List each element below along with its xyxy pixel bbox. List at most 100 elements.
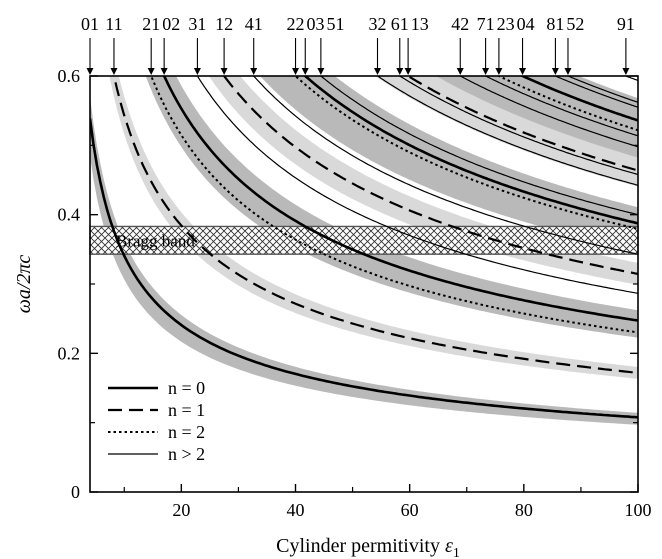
mode-label-23: 23 [495,14,515,75]
curve-71 [484,76,638,137]
y-tick-label: 0 [71,482,80,502]
x-tick-label: 60 [401,500,419,520]
band-04 [436,76,638,158]
curve-13 [405,76,638,172]
mode-label-text: 01 [81,14,99,34]
mode-label-12: 12 [215,14,233,75]
curves [90,76,638,419]
legend-entry: n = 1 [108,400,205,420]
curve-31 [196,76,638,294]
legend-label: n > 2 [168,444,205,464]
mode-label-text: 13 [411,14,429,34]
x-tick-label: 100 [625,500,652,520]
x-tick-label: 20 [172,500,190,520]
curve-01 [90,118,638,419]
mode-label-text: 02 [162,14,180,34]
curve-02 [162,76,638,322]
mode-label-text: 32 [369,14,387,34]
curve-61 [398,76,638,176]
mode-label-text: 11 [105,14,122,34]
x-axis-title-text: Cylinder permitivity [276,535,440,557]
mode-arrow-head [551,68,559,75]
mode-label-text: 42 [451,14,469,34]
mode-label-text: 31 [188,14,206,34]
mode-arrow-head [495,68,503,75]
mode-label-21: 21 [142,14,160,75]
curve-11 [112,76,638,374]
legend: n = 0n = 1n = 2n > 2 [108,378,205,464]
mode-arrow-head [519,68,527,75]
mode-label-22: 22 [287,14,305,75]
mode-label-51: 51 [317,14,345,75]
mode-label-text: 23 [497,14,515,34]
mode-label-91: 91 [617,14,635,75]
curve-32 [376,76,638,186]
x-tick-label: 40 [287,500,305,520]
mode-label-text: 12 [215,14,233,34]
mode-label-text: 71 [477,14,495,34]
mode-arrow-head [193,68,201,75]
curve-91 [624,76,638,81]
mode-label-03: 03 [301,14,325,75]
y-tick-label: 0.4 [58,205,81,225]
curve-12 [222,76,638,275]
legend-label: n = 2 [168,422,205,442]
mode-arrow-head [86,68,94,75]
mode-arrow-head [404,68,412,75]
legend-entry: n > 2 [108,444,205,464]
mode-label-11: 11 [105,14,123,75]
x-axis-title: Cylinder permitivity ε1 [276,535,460,559]
bragg-band-label-group: Bragg band [116,231,195,250]
mode-arrow-head [220,68,228,75]
y-tick-label: 0.2 [58,343,81,363]
band-13 [374,76,638,187]
mode-label-text: 81 [546,14,564,34]
curve-03 [303,76,638,225]
bragg-band-rect [89,225,639,255]
y-tick-label: 0.6 [58,66,81,86]
mode-label-32: 32 [369,14,387,75]
mode-arrow-head [622,68,630,75]
mode-label-81: 81 [546,14,564,75]
bragg-band [89,225,639,255]
mode-label-text: 52 [566,14,584,34]
mode-label-text: 04 [517,14,535,34]
mode-label-13: 13 [404,14,429,75]
x-axis-subscript: 1 [453,546,460,559]
curve-04 [519,76,638,122]
mode-label-text: 22 [287,14,305,34]
mode-label-71: 71 [477,14,495,75]
mode-arrow-head [456,68,464,75]
mode-label-text: 41 [245,14,263,34]
legend-entry: n = 2 [108,422,205,442]
legend-label: n = 1 [168,400,205,420]
mode-arrow-head [482,68,490,75]
mode-label-04: 04 [517,14,535,75]
y-axis-title: ωa/2πc [13,255,35,314]
mode-label-text: 91 [617,14,635,34]
legend-label: n = 0 [168,378,205,398]
mode-labels: 01 11 21 02 31 12 41 22 03 51 32 61 13 42 71 23 04 81 52 91 [81,14,635,75]
axes: 20 40 60 80 100 0 0.2 0.4 0.6 [58,66,652,520]
band-01 [90,96,638,425]
curve-52 [566,76,638,103]
mode-label-31: 31 [188,14,206,75]
mode-label-02: 02 [160,14,180,75]
curve-81 [553,76,638,108]
mode-label-61: 61 [391,14,409,75]
mode-arrow-head [317,68,325,75]
mode-label-text: 61 [391,14,409,34]
mode-arrow-head [301,68,309,75]
band-12 [208,76,638,285]
mode-label-text: 21 [142,14,160,34]
mode-arrow-head [250,68,258,75]
curve-42 [458,76,638,148]
mode-label-text: 51 [327,14,345,34]
mode-arrow-head [147,68,155,75]
mode-arrow-head [292,68,300,75]
curve-41 [252,76,638,255]
x-axis-symbol: ε [445,535,453,557]
bragg-band-label: Bragg band [116,231,195,250]
